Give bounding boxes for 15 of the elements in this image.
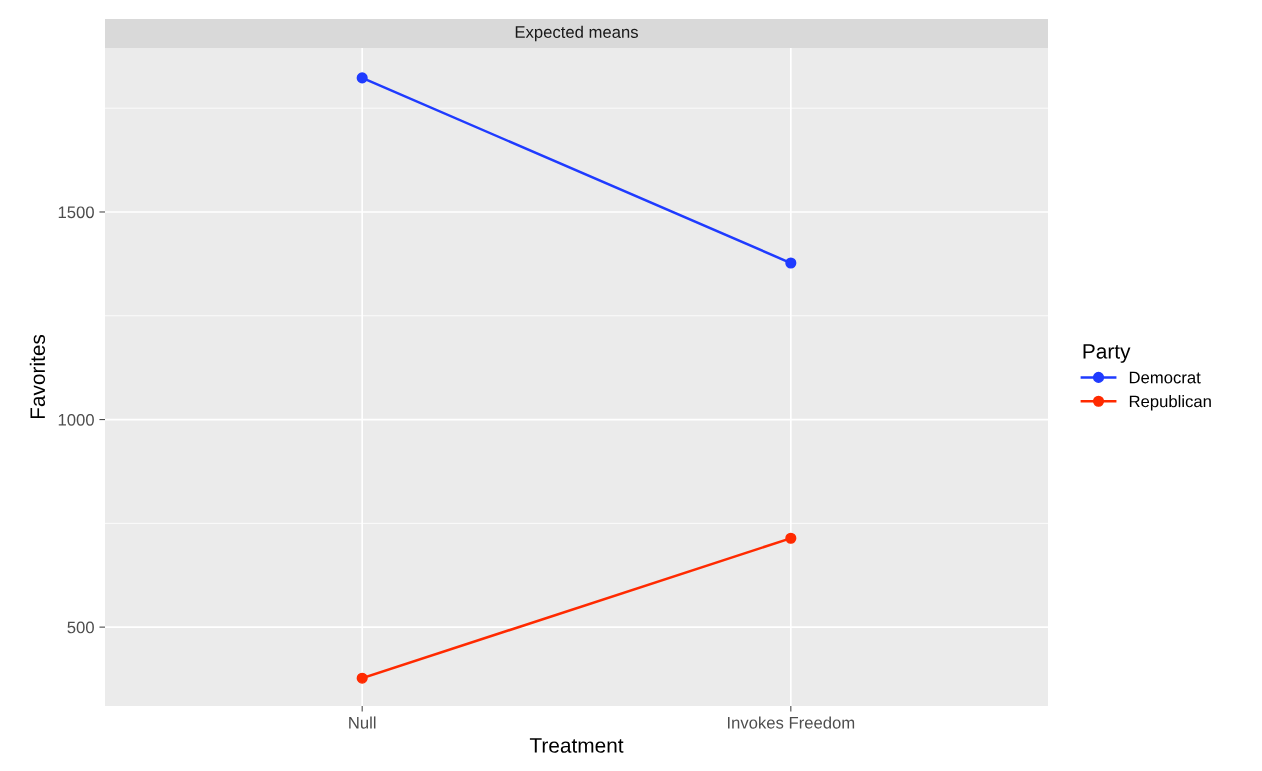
point	[356, 672, 368, 684]
x-axis-title: Treatment	[529, 738, 624, 753]
x-tick-label: Invokes Freedom	[727, 716, 855, 729]
legend-label: Republican	[1129, 395, 1211, 411]
y-axis-title: Favorites	[29, 334, 46, 419]
chart-title: Expected means	[515, 25, 638, 42]
y-tick-label: 500	[67, 621, 94, 634]
y-tick-label: 1000	[58, 413, 94, 426]
legend-label: Democrat	[1129, 371, 1201, 384]
legend-title: Party	[1083, 344, 1131, 363]
x-tick-label: Null	[349, 716, 376, 729]
point	[785, 532, 797, 544]
point	[785, 257, 797, 269]
point	[356, 72, 368, 84]
y-tick-label: 1500	[58, 206, 94, 219]
